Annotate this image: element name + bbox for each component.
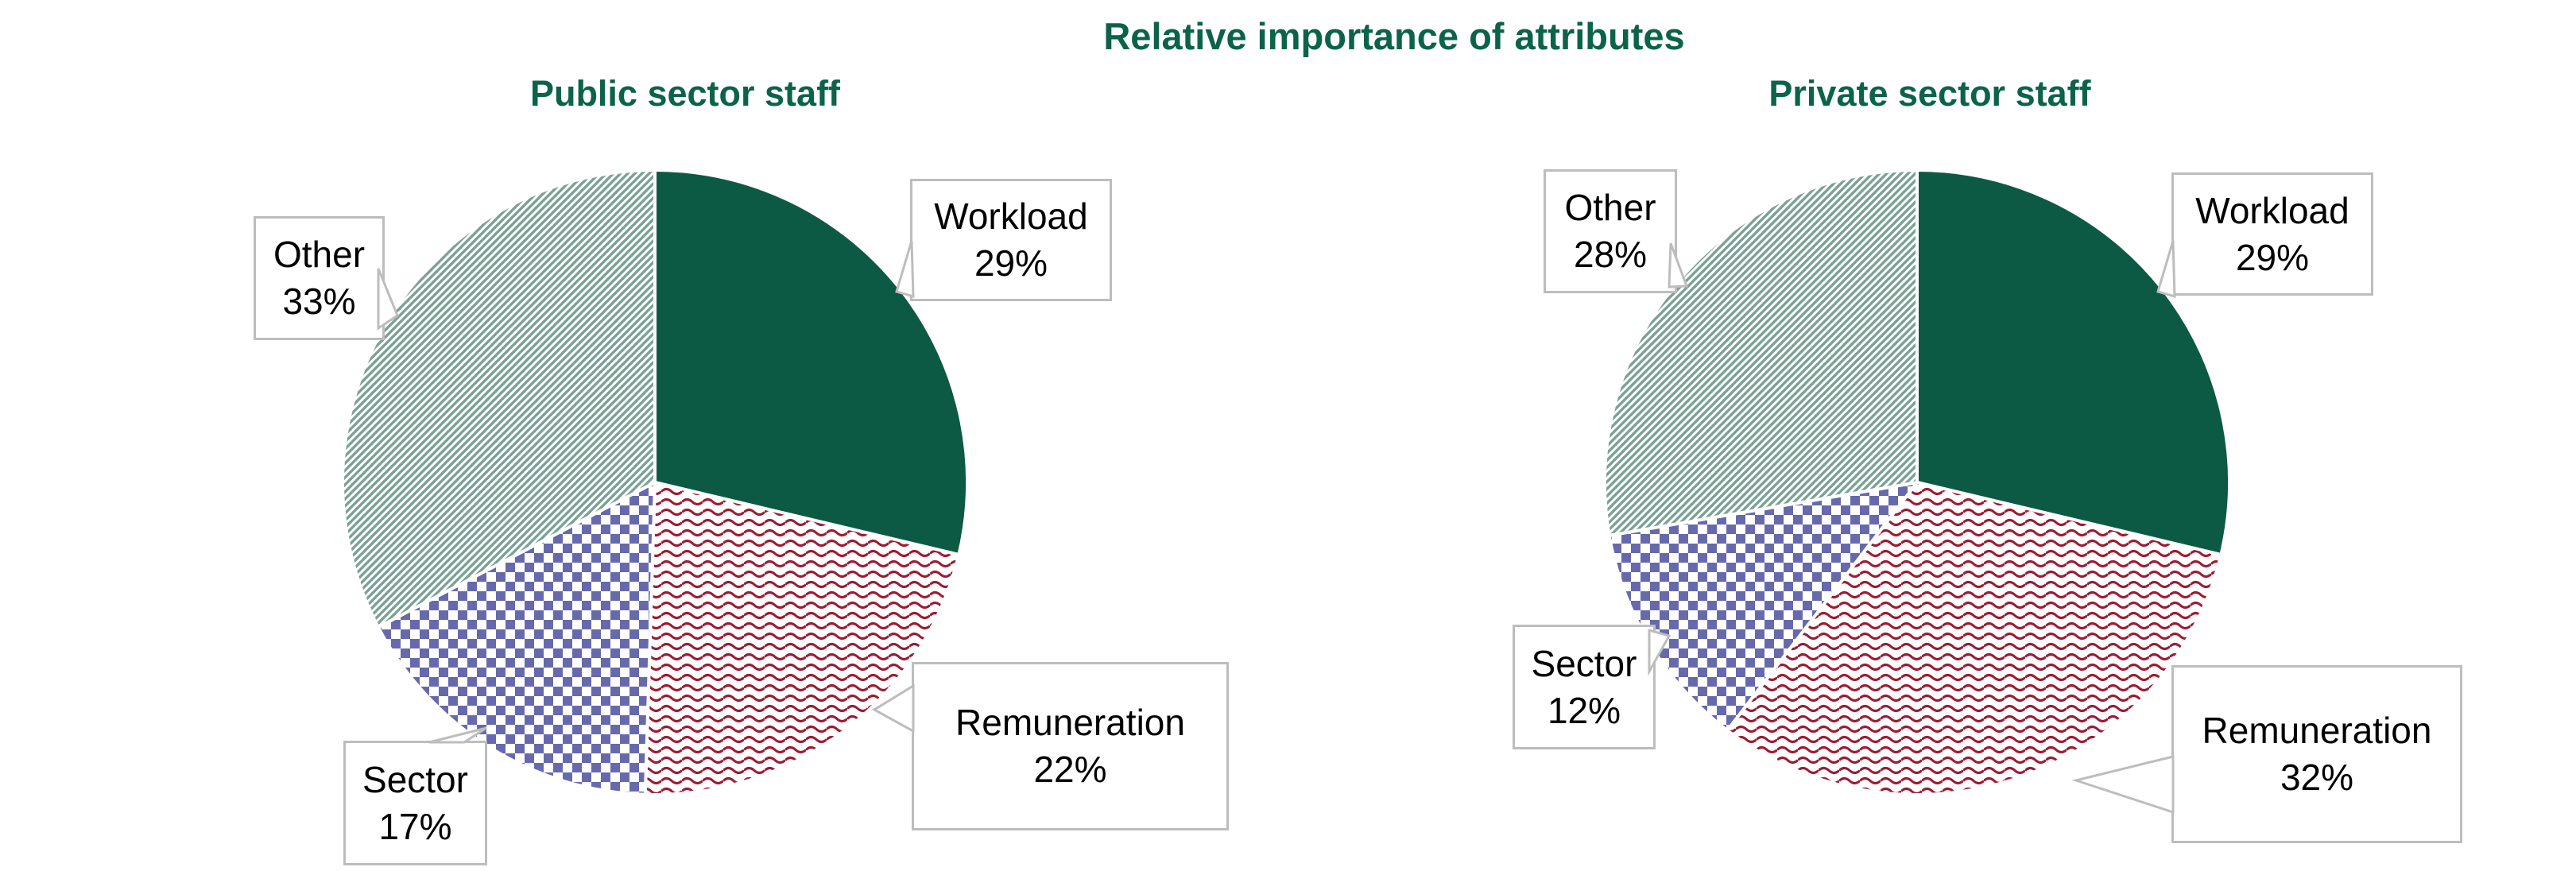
callout-value: 29% [974, 242, 1048, 284]
callout-private-sector: Sector 12% [1513, 625, 1656, 749]
callout-label: Remuneration [955, 702, 1185, 744]
callout-label: Remuneration [2202, 710, 2432, 752]
tail-private-remuneration [2071, 755, 2175, 815]
callout-label: Sector [1531, 642, 1637, 684]
callout-value: 17% [378, 805, 452, 847]
tail-public-remuneration [872, 683, 915, 734]
callout-private-remuneration: Remuneration 32% [2171, 665, 2462, 843]
callout-public-sector: Sector 17% [343, 741, 487, 865]
callout-label: Workload [2195, 189, 2349, 231]
chart-main-title: Relative importance of attributes [1103, 15, 1685, 57]
callout-label: Workload [934, 195, 1088, 238]
callout-value: 28% [1573, 234, 1648, 275]
callout-value: 12% [1547, 689, 1621, 731]
pie-title-public: Public sector staff [529, 73, 841, 114]
callout-private-other: Other 28% [1544, 169, 1677, 293]
callout-value: 22% [1033, 749, 1107, 790]
callout-label: Other [273, 234, 366, 276]
pie-title-private: Private sector staff [1768, 73, 2091, 114]
callout-private-workload: Workload 29% [2171, 172, 2373, 296]
callout-value: 32% [2280, 757, 2354, 798]
pie-slice-private-remuneration [1726, 481, 2223, 796]
pie-slice-public-other [341, 168, 657, 629]
callout-public-workload: Workload 29% [910, 179, 1112, 301]
callout-label: Sector [362, 758, 468, 800]
callout-public-remuneration: Remuneration 22% [912, 662, 1229, 830]
callout-value: 33% [282, 281, 356, 322]
callout-label: Other [1564, 187, 1656, 229]
callout-value: 29% [2235, 236, 2310, 278]
callout-public-other: Other 33% [254, 216, 385, 340]
